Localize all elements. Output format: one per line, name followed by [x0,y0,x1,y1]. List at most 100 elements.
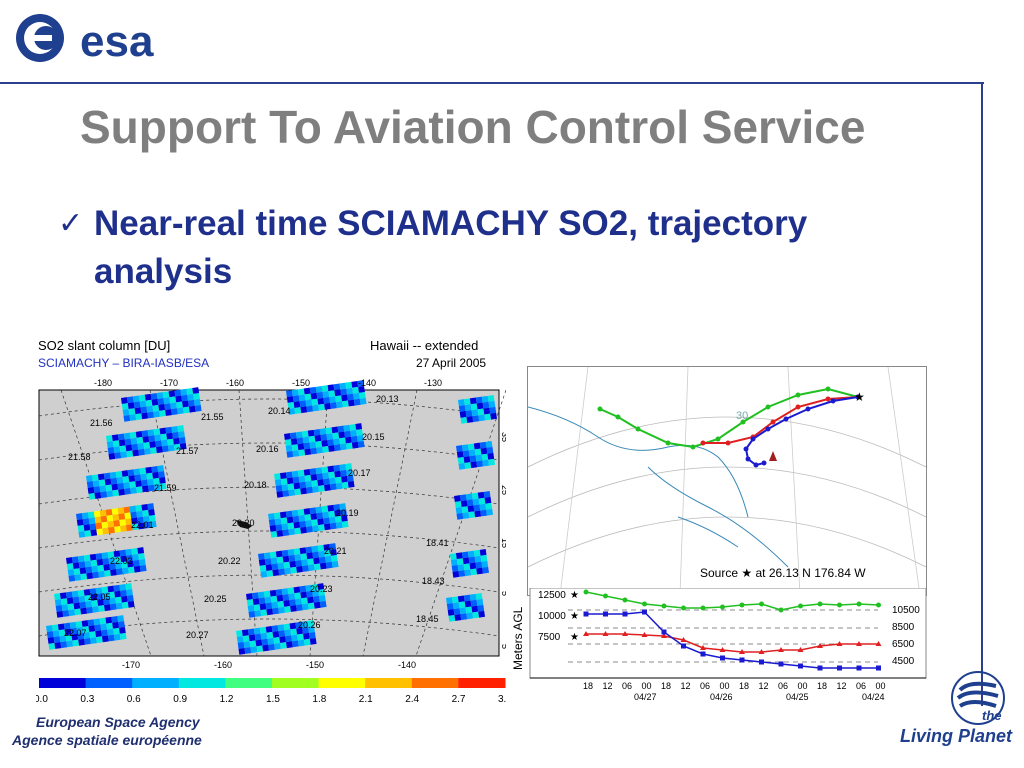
so2-pixel [236,630,243,637]
so2-pixel [248,634,256,642]
so2-pixel [483,490,491,498]
orbit-time-label: 20.23 [310,584,333,594]
so2-pixel [317,544,325,552]
so2-pixel [308,626,315,633]
so2-pixel [158,404,166,411]
so2-pixel [250,646,258,654]
so2-pixel [298,449,306,457]
so2-pixel [319,556,326,564]
so2-pixel [116,476,124,484]
so2-pixel [318,550,326,558]
so2-pixel [473,442,481,450]
so2-pixel [290,605,297,612]
so2-pixel [106,435,113,442]
so2-pixel [61,604,69,611]
red-height-series-marker [602,631,609,636]
time-tick: 06 [856,681,866,691]
so2-pixel [163,397,171,405]
so2-pixel [291,389,299,397]
so2-pixel [467,505,475,513]
green-height-series-marker [622,597,628,603]
so2-pixel [118,627,126,634]
colorbar-tick: 2.7 [452,694,466,705]
so2-pixel [292,515,300,523]
so2-pixel [286,516,294,524]
so2-pixel [278,606,285,614]
so2-pixel [246,599,254,606]
so2-pixel [312,485,319,493]
so2-pixel [474,555,482,563]
so2-pixel [341,520,349,528]
so2-pixel [315,467,323,475]
red-height-series-marker [661,633,667,638]
so2-pixel [113,446,121,453]
so2-pixel [458,570,466,577]
so2-pixel [107,634,115,642]
so2-pixel [292,395,300,403]
orbit-time-label: 22.01 [131,520,154,530]
so2-pixel [253,627,261,635]
so2-pixel [302,436,310,444]
so2-pixel [324,402,331,410]
colorbar-segment [411,678,459,688]
so2-pixel [324,484,331,492]
so2-pixel [323,517,330,525]
so2-pixel [310,474,318,481]
so2-pixel [305,546,313,554]
so2-pixel [238,647,246,655]
so2-pixel [457,595,465,603]
so2-pixel [77,589,85,597]
red-height-series-marker [836,641,843,646]
so2-pixel [315,440,323,448]
so2-pixel [297,508,305,516]
so2-pixel [464,569,472,577]
colorbar-tick: 3.0 [498,694,506,705]
green-height-series-marker [817,601,823,607]
so2-pixel [287,402,295,409]
so2-pixel [88,625,96,633]
esa-logo: esa [10,8,190,68]
so2-pixel [327,465,335,473]
so2-pixel [310,513,318,521]
so2-pixel [148,509,155,516]
so2-swath [454,490,493,520]
so2-pixel [470,599,478,607]
so2-pixel [194,404,202,412]
so2-pixel [136,436,144,444]
so2-pixel [335,476,342,484]
so2-pixel [106,514,114,522]
so2-pixel [286,396,294,403]
so2-pixel [103,598,110,606]
so2-pixel [260,609,268,617]
so2-pixel [141,485,149,493]
so2-pixel [277,600,285,608]
so2-pixel [313,595,320,603]
right-height-label: 6500 [892,639,915,650]
so2-pixel [46,631,54,638]
so2-pixel [333,438,340,446]
orbit-time-label: 18.41 [426,538,449,548]
so2-pixel [131,517,138,525]
height-plot: Meters AGL 12500 ★ 10000 ★ 7500 ★ 10500 8500 6500… [511,587,927,702]
so2-pixel [96,558,104,566]
so2-pixel [331,560,339,568]
green-height-series-marker [876,602,881,608]
so2-pixel [79,601,87,609]
time-tick: 12 [837,681,847,691]
so2-pixel [474,510,482,518]
so2-pixel [458,462,466,470]
time-tick: 12 [759,681,769,691]
colorbar-segment [318,678,366,688]
so2-pixel [461,444,469,452]
so2-pixel [107,585,115,593]
time-tick: 12 [603,681,613,691]
so2-pixel [87,487,95,494]
green-trajectory [599,387,859,449]
green-height-series [585,591,879,611]
so2-pixel [307,620,315,627]
orbit-time-label: 20.25 [204,594,227,604]
so2-pixel [476,567,484,575]
so2-pixel [311,583,319,591]
so2-pixel [301,597,308,605]
so2-pixel [134,407,142,415]
